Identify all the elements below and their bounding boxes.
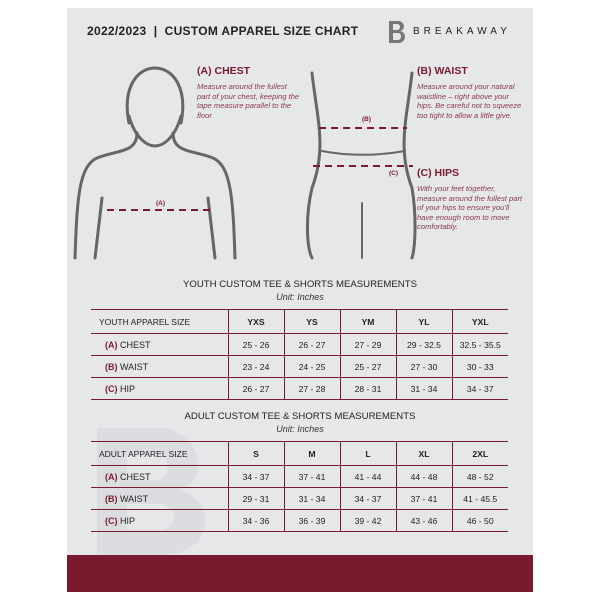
cell: 41 - 44 [339, 465, 396, 488]
row-label: (B) WAIST [91, 487, 228, 510]
waist-heading: (B) WAIST [417, 65, 468, 77]
header-cell: YXL [451, 309, 508, 334]
cell: 24 - 25 [283, 355, 340, 378]
adult-unit: Unit: Inches [276, 424, 324, 434]
chest-description: Measure around the fullest part of your … [197, 82, 300, 120]
row-label: (C) HIP [91, 377, 228, 400]
belt-line [321, 150, 406, 156]
brand-logo-icon [389, 21, 406, 43]
adult-section-title: ADULT CUSTOM TEE & SHORTS MEASUREMENTS [184, 411, 416, 422]
waist-marker: (B) [362, 116, 372, 123]
cell: 34 - 36 [227, 509, 284, 532]
head-outline [125, 66, 185, 125]
jaw-outline [127, 114, 183, 148]
header-cell: YL [395, 309, 452, 334]
header-cell: YS [283, 309, 340, 334]
left-arm [93, 196, 104, 260]
body-illustrations [73, 66, 417, 260]
header-cell: L [339, 441, 396, 466]
cell: 29 - 31 [227, 487, 284, 510]
cell: 41 - 45.5 [451, 487, 508, 510]
footer-bar [67, 555, 533, 592]
header-cell: YXS [227, 309, 284, 334]
waist-description: Measure around your natural waistline – … [417, 82, 522, 120]
table-row: (A) CHEST 25 - 26 26 - 27 27 - 29 29 - 32.5 3… [91, 333, 508, 356]
header-cell: 2XL [451, 441, 508, 466]
header-cell: XL [395, 441, 452, 466]
table-row: (B) WAIST 29 - 31 31 - 34 34 - 37 37 - 41 41 … [91, 487, 508, 510]
cell: 29 - 32.5 [395, 333, 452, 356]
row-label: (A) CHEST [91, 465, 228, 488]
cell: 32.5 - 35.5 [451, 333, 508, 356]
adult-size-table: ADULT APPAREL SIZE S M L XL 2XL (A) CHES… [91, 441, 508, 532]
cell: 25 - 27 [339, 355, 396, 378]
youth-size-table: YOUTH APPAREL SIZE YXS YS YM YL YXL (A) … [91, 309, 508, 400]
row-label-text: WAIST [120, 361, 149, 372]
row-label-text: HIP [120, 515, 136, 526]
cell: 44 - 48 [395, 465, 452, 488]
right-arm [206, 196, 217, 260]
youth-section-title: YOUTH CUSTOM TEE & SHORTS MEASUREMENTS [182, 279, 417, 290]
chest-marker: (A) [156, 200, 166, 207]
right-shoulder [171, 131, 237, 260]
page-title: 2022/2023 | CUSTOM APPAREL SIZE CHART [87, 24, 359, 38]
cell: 27 - 28 [283, 377, 340, 400]
row-label: (A) CHEST [91, 333, 228, 356]
cell: 43 - 46 [395, 509, 452, 532]
cell: 34 - 37 [227, 465, 284, 488]
row-letter: (C) [105, 515, 118, 526]
table-row: (A) CHEST 34 - 37 37 - 41 41 - 44 44 - 48 48 … [91, 465, 508, 488]
table-row: (B) WAIST 23 - 24 24 - 25 25 - 27 27 - 30 30 … [91, 355, 508, 378]
cell: 31 - 34 [283, 487, 340, 510]
cell: 31 - 34 [395, 377, 452, 400]
chest-heading: (A) CHEST [197, 65, 251, 77]
cell: 34 - 37 [451, 377, 508, 400]
row-label: (B) WAIST [91, 355, 228, 378]
row-letter: (B) [105, 493, 118, 504]
row-letter: (A) [105, 339, 118, 350]
cell: 28 - 31 [339, 377, 396, 400]
cell: 27 - 30 [395, 355, 452, 378]
cell: 25 - 26 [227, 333, 284, 356]
cell: 23 - 24 [227, 355, 284, 378]
brand-name: BREAKAWAY [413, 26, 511, 37]
row-label-text: HIP [120, 383, 136, 394]
hips-description: With your feet together, measure around … [417, 184, 523, 232]
row-letter: (B) [105, 361, 118, 372]
header-cell: YOUTH APPAREL SIZE [91, 309, 228, 334]
table-header-row: YOUTH APPAREL SIZE YXS YS YM YL YXL [91, 309, 508, 334]
cell: 30 - 33 [451, 355, 508, 378]
table-header-row: ADULT APPAREL SIZE S M L XL 2XL [91, 441, 508, 466]
cell: 26 - 27 [227, 377, 284, 400]
cell: 46 - 50 [451, 509, 508, 532]
header-cell: S [227, 441, 284, 466]
header-cell: YM [339, 309, 396, 334]
cell: 39 - 42 [339, 509, 396, 532]
row-label: (C) HIP [91, 509, 228, 532]
cell: 37 - 41 [283, 465, 340, 488]
cell: 27 - 29 [339, 333, 396, 356]
hips-marker: (C) [389, 170, 399, 177]
hips-heading: (C) HIPS [417, 167, 459, 179]
table-row: (C) HIP 34 - 36 36 - 39 39 - 42 43 - 46 46 - … [91, 509, 508, 532]
cell: 37 - 41 [395, 487, 452, 510]
cell: 26 - 27 [283, 333, 340, 356]
cell: 34 - 37 [339, 487, 396, 510]
torso-right [402, 71, 417, 260]
row-label-text: WAIST [120, 493, 149, 504]
row-letter: (A) [105, 471, 118, 482]
row-label-text: CHEST [120, 471, 151, 482]
cell: 36 - 39 [283, 509, 340, 532]
header-cell: M [283, 441, 340, 466]
left-shoulder [73, 131, 139, 260]
youth-unit: Unit: Inches [276, 292, 324, 302]
cell: 48 - 52 [451, 465, 508, 488]
torso-left [305, 71, 322, 260]
size-chart-card: 2022/2023 | CUSTOM APPAREL SIZE CHART BR… [67, 8, 533, 592]
table-row: (C) HIP 26 - 27 27 - 28 28 - 31 31 - 34 34 - … [91, 377, 508, 400]
row-label-text: CHEST [120, 339, 151, 350]
row-letter: (C) [105, 383, 118, 394]
header-cell: ADULT APPAREL SIZE [91, 441, 228, 466]
